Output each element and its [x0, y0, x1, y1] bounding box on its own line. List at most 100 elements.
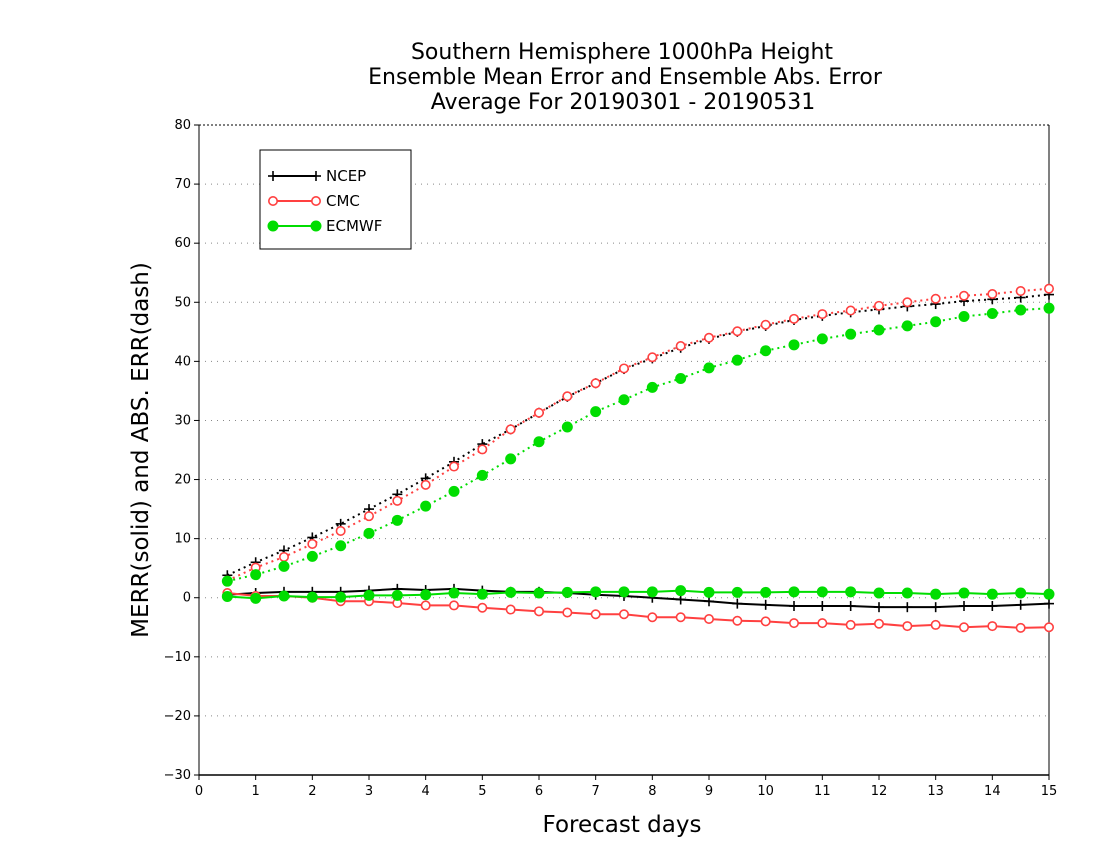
cmc-abs-error-point	[675, 340, 686, 351]
ncep-mean-error-point	[874, 602, 884, 613]
x-tick-label: 6	[535, 784, 543, 799]
cmc-abs-error-point	[845, 305, 856, 316]
ncep-mean-error-point	[902, 602, 913, 613]
x-tick-label: 3	[365, 784, 373, 799]
ecmwf-abs-error-point	[363, 527, 375, 539]
cmc-mean-error-point	[1044, 622, 1055, 633]
cmc-mean-error-point	[505, 604, 516, 615]
cmc-abs-error-point	[392, 495, 403, 506]
cmc-mean-error-point	[533, 606, 544, 617]
ncep-mean-error-point	[930, 602, 941, 613]
y-tick-label: −10	[164, 650, 191, 665]
ecmwf-mean-error-point	[1015, 587, 1027, 599]
legend-label-ecmwf: ECMWF	[326, 217, 382, 235]
cmc-abs-error-point	[732, 326, 743, 337]
ecmwf-abs-error-point	[901, 320, 913, 332]
cmc-mean-error-point	[1015, 622, 1026, 633]
cmc-mean-error-point	[788, 618, 799, 629]
ecmwf-mean-error-point	[363, 589, 375, 601]
series-ecmwf	[221, 302, 1055, 604]
cmc-mean-error-point	[732, 615, 743, 626]
ecmwf-mean-error-point	[873, 587, 885, 599]
legend-marker-start	[267, 220, 279, 232]
y-tick-label: −30	[164, 768, 191, 783]
y-tick-label: 80	[174, 118, 191, 133]
ecmwf-abs-error-point	[618, 394, 630, 406]
x-tick-label: 11	[814, 784, 831, 799]
ecmwf-mean-error-point	[816, 586, 828, 598]
cmc-mean-error-point	[703, 613, 714, 624]
ecmwf-mean-error-point	[306, 591, 318, 603]
cmc-mean-error-point	[873, 618, 884, 629]
cmc-abs-error-point	[760, 319, 771, 330]
y-tick-label: 30	[174, 413, 191, 428]
ecmwf-mean-error-point	[845, 586, 857, 598]
x-tick-label: 15	[1041, 784, 1058, 799]
legend-item-ncep: NCEP	[268, 167, 366, 185]
ecmwf-abs-error-point	[335, 540, 347, 552]
y-tick-label: 70	[174, 177, 191, 192]
cmc-mean-error-point	[845, 619, 856, 630]
ecmwf-mean-error-point	[561, 586, 573, 598]
ecmwf-abs-error-point	[448, 485, 460, 497]
cmc-mean-error-point	[647, 612, 658, 623]
legend-marker-start	[268, 171, 278, 181]
x-tick-label: 7	[592, 784, 600, 799]
ncep-mean-error-point	[987, 601, 998, 611]
ecmwf-mean-error-point	[986, 588, 998, 600]
x-tick-label: 13	[927, 784, 944, 799]
ecmwf-abs-error-point	[250, 569, 262, 581]
legend-marker-end	[310, 220, 322, 232]
ecmwf-abs-error-point	[845, 328, 857, 340]
ecmwf-abs-error-point	[675, 373, 687, 384]
ncep-mean-error-point	[1044, 598, 1054, 609]
series-layer	[221, 283, 1055, 633]
ecmwf-mean-error-point	[533, 587, 545, 599]
ecmwf-abs-error-point	[221, 575, 233, 587]
cmc-abs-error-point	[477, 444, 488, 455]
cmc-mean-error-point	[760, 616, 771, 627]
cmc-mean-error-point	[675, 612, 686, 623]
cmc-mean-error-point	[477, 602, 488, 613]
ecmwf-mean-error-point	[278, 590, 290, 602]
ncep-mean-error-point	[845, 601, 856, 611]
title-line-1: Southern Hemisphere 1000hPa Height	[411, 40, 833, 65]
cmc-mean-error-point	[817, 618, 828, 629]
ecmwf-mean-error-point	[391, 589, 403, 601]
ecmwf-mean-error-point	[335, 591, 347, 603]
ncep-abs-error-line	[226, 293, 1050, 577]
cmc-abs-error-point	[703, 332, 714, 343]
ecmwf-mean-error-point	[675, 585, 687, 597]
cmc-abs-error-point	[562, 391, 573, 402]
ncep-mean-error-point	[760, 599, 771, 610]
cmc-abs-error-point	[420, 479, 431, 490]
y-tick-label: 10	[174, 532, 191, 547]
legend: NCEP CMC ECMWF	[259, 149, 412, 250]
x-tick-label: 4	[422, 784, 430, 799]
ecmwf-mean-error-point	[930, 588, 942, 600]
cmc-abs-error-line	[226, 287, 1050, 582]
series-cmc	[222, 283, 1055, 633]
grid-lines	[199, 183, 1049, 717]
ecmwf-mean-error-point	[1043, 588, 1055, 600]
title-line-2: Ensemble Mean Error and Ensemble Abs. Er…	[368, 65, 883, 90]
cmc-mean-error-point	[590, 609, 601, 620]
cmc-abs-error-point	[902, 297, 913, 308]
y-tick-label: 60	[174, 236, 191, 251]
ecmwf-mean-error-point	[760, 586, 772, 598]
ecmwf-mean-error-point	[901, 587, 913, 599]
series-ncep	[222, 289, 1054, 613]
ecmwf-abs-error-line	[227, 307, 1050, 583]
cmc-mean-error-point	[958, 622, 969, 633]
ecmwf-abs-error-point	[533, 436, 545, 448]
ecmwf-abs-error-point	[703, 362, 715, 374]
legend-marker-end	[311, 171, 321, 181]
ecmwf-abs-error-point	[873, 324, 885, 336]
x-tick-label: 9	[705, 784, 713, 799]
ecmwf-mean-error-point	[788, 586, 800, 598]
x-tick-label: 1	[252, 784, 260, 799]
ecmwf-mean-error-point	[703, 586, 715, 598]
ecmwf-mean-error-point	[618, 586, 630, 598]
ecmwf-mean-error-point	[505, 586, 517, 598]
